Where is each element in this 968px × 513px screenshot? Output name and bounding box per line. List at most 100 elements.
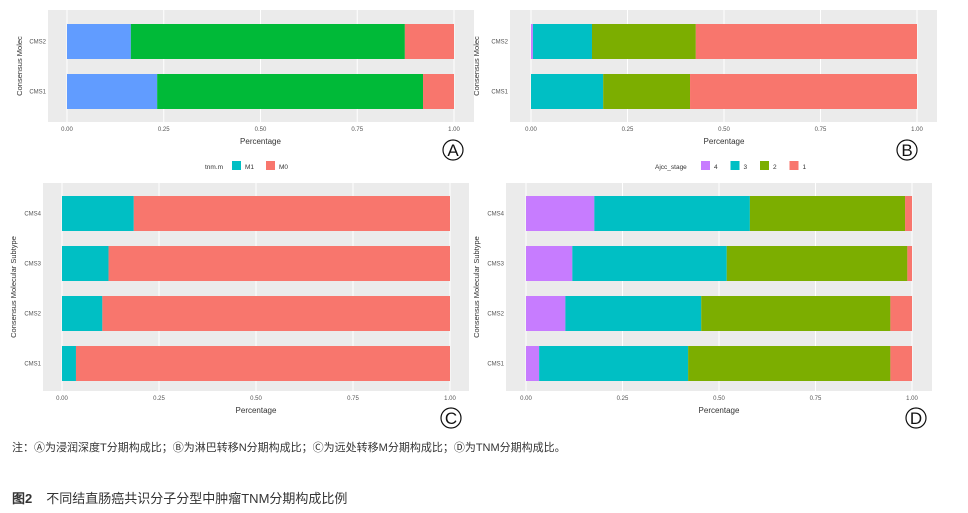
panel-letter-circle — [905, 407, 927, 429]
bar-segment — [572, 246, 727, 281]
bar-segment — [67, 24, 131, 59]
x-tick-label: 1.00 — [906, 396, 918, 402]
x-axis-label: Percentage — [704, 137, 745, 146]
legend-label: 4 — [714, 164, 718, 171]
legend-swatch — [266, 161, 275, 170]
x-tick-label: 0.75 — [815, 127, 827, 133]
y-tick-label: CMS2 — [487, 312, 504, 318]
y-tick-label: CMS2 — [29, 40, 46, 46]
bar-segment — [749, 196, 906, 231]
bar-segment — [526, 296, 566, 331]
x-tick-label: 0.00 — [525, 127, 537, 133]
bar-segment — [130, 24, 405, 59]
bar-segment — [905, 196, 912, 231]
y-axis-label: Consensus Molecular Subtype — [472, 236, 481, 338]
legend-title: tnm.m — [205, 164, 223, 171]
bar-segment — [688, 346, 891, 381]
bar-segment — [62, 196, 134, 231]
caption-label: 图2 — [12, 491, 33, 506]
x-tick-label: 0.25 — [153, 396, 165, 402]
legend-swatch — [701, 161, 710, 170]
legend-swatch — [789, 161, 799, 170]
bar-segment — [603, 74, 691, 109]
x-tick-label: 0.50 — [718, 127, 730, 133]
bar-segment — [157, 74, 424, 109]
x-tick-label: 0.75 — [347, 396, 359, 402]
figure-panels: 0.00 0.25 0.50 0.75 1.00 CMS2 CMS1 Percentage Co… — [9, 10, 937, 429]
caption-text: 不同结直肠癌共识分子分型中肿瘤TNM分期构成比例 — [46, 491, 348, 506]
y-tick-label: CMS1 — [491, 90, 508, 96]
y-tick-label: CMS4 — [24, 212, 41, 218]
y-tick-label: CMS3 — [24, 262, 41, 268]
bar-segment — [565, 296, 702, 331]
x-tick-label: 0.50 — [250, 396, 262, 402]
x-tick-label: 0.75 — [810, 396, 822, 402]
panel-letter: A — [447, 141, 459, 160]
bar-segment — [531, 24, 533, 59]
y-tick-label: CMS4 — [487, 212, 504, 218]
y-axis-label: Consensus Molec — [472, 36, 481, 96]
bar-segment — [532, 24, 592, 59]
legend-label: M0 — [279, 164, 288, 171]
x-axis-label: Percentage — [236, 406, 277, 415]
figure-caption: 图2 不同结直肠癌共识分子分型中肿瘤TNM分期构成比例 — [12, 488, 347, 507]
legend-label: M1 — [245, 164, 254, 171]
x-tick-label: 0.00 — [520, 396, 532, 402]
x-tick-label: 0.25 — [622, 127, 634, 133]
x-tick-label: 0.25 — [617, 396, 629, 402]
bar-segment — [62, 346, 76, 381]
y-tick-label: CMS2 — [491, 40, 508, 46]
x-tick-label: 0.50 — [255, 127, 267, 133]
bar-segment — [594, 196, 750, 231]
bar-segment — [890, 346, 912, 381]
bar-segment — [695, 24, 917, 59]
bar-segment — [526, 346, 540, 381]
y-tick-label: CMS1 — [24, 362, 41, 368]
bar-segment — [526, 196, 595, 231]
y-tick-label: CMS1 — [487, 362, 504, 368]
x-tick-label: 0.75 — [351, 127, 363, 133]
y-axis-label: Consensus Molecular Subtype — [9, 236, 18, 338]
x-tick-label: 0.25 — [158, 127, 170, 133]
x-axis-label: Percentage — [699, 406, 740, 415]
figure-note: 注：Ⓐ为浸润深度T分期构成比；Ⓑ为淋巴转移N分期构成比；Ⓒ为远处转移M分期构成比… — [12, 442, 566, 454]
bar-segment — [62, 246, 109, 281]
bar-segment — [75, 346, 450, 381]
y-axis-label: Consensus Molec — [15, 36, 24, 96]
bar-segment — [67, 74, 158, 109]
panel-letter: C — [445, 409, 457, 428]
bar-segment — [102, 296, 451, 331]
panel-letter-circle — [896, 139, 918, 161]
bar-segment — [62, 296, 103, 331]
bar-segment — [907, 246, 912, 281]
panel-letter: B — [901, 141, 912, 160]
panel-letter-circle — [440, 407, 462, 429]
bar-segment — [539, 346, 689, 381]
bar-segment — [701, 296, 891, 331]
x-tick-label: 0.50 — [713, 396, 725, 402]
x-tick-label: 1.00 — [448, 127, 460, 133]
bar-segment — [690, 74, 917, 109]
bar-segment — [726, 246, 908, 281]
bar-segment — [591, 24, 696, 59]
legend-swatch — [730, 161, 740, 170]
legend-swatch — [232, 161, 241, 170]
x-tick-label: 0.00 — [61, 127, 73, 133]
bar-segment — [423, 74, 454, 109]
legend-swatch — [760, 161, 769, 170]
panel-letter-circle — [442, 139, 464, 161]
x-tick-label: 0.00 — [56, 396, 68, 402]
legend-label: 1 — [803, 164, 807, 171]
bar-segment — [526, 246, 573, 281]
bar-segment — [108, 246, 450, 281]
legend-label: 3 — [744, 164, 748, 171]
bar-segment — [531, 74, 604, 109]
legend-label: 2 — [773, 164, 777, 171]
y-tick-label: CMS3 — [487, 262, 504, 268]
x-tick-label: 1.00 — [444, 396, 456, 402]
x-axis-label: Percentage — [240, 137, 281, 146]
x-tick-label: 1.00 — [911, 127, 923, 133]
bar-segment — [133, 196, 450, 231]
bar-segment — [404, 24, 454, 59]
bar-segment — [890, 296, 912, 331]
